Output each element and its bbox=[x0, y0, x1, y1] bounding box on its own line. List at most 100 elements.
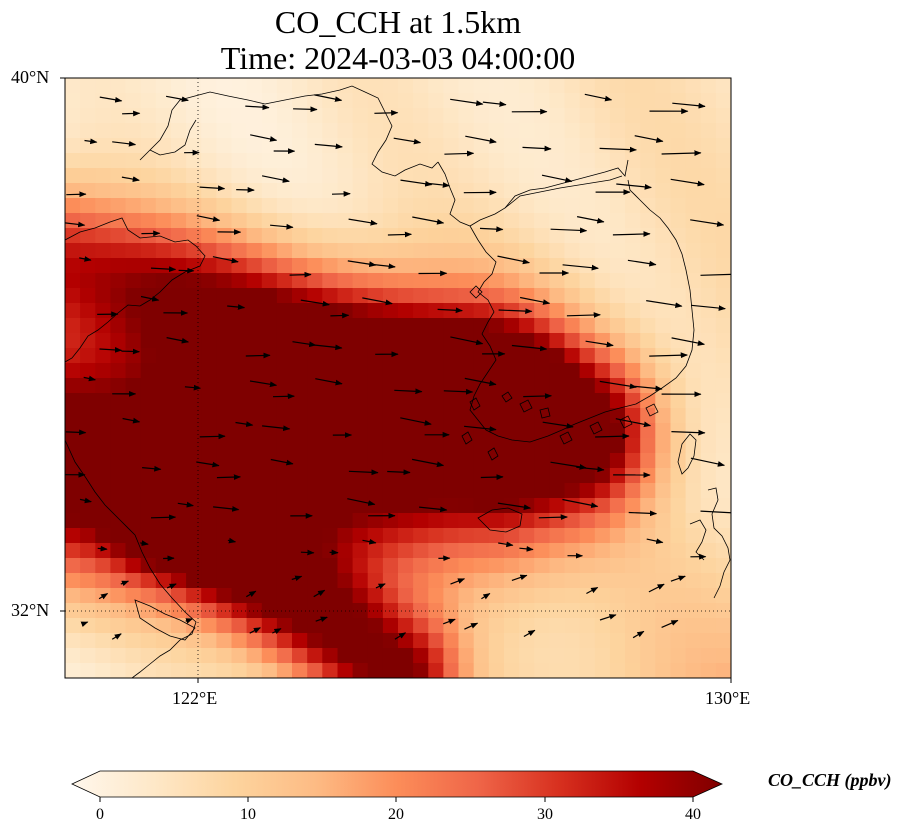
field-cell bbox=[579, 93, 596, 109]
field-cell bbox=[322, 318, 338, 334]
field-cell bbox=[186, 363, 202, 379]
field-cell bbox=[246, 138, 263, 154]
field-cell bbox=[231, 438, 248, 454]
field-cell bbox=[473, 183, 490, 199]
field-cell bbox=[171, 168, 187, 184]
field-cell bbox=[413, 588, 429, 604]
field-cell bbox=[640, 183, 656, 199]
field-cell bbox=[670, 648, 687, 664]
field-cell bbox=[352, 543, 369, 559]
field-cell bbox=[458, 258, 475, 274]
field-cell bbox=[670, 108, 687, 124]
field-cell bbox=[534, 243, 550, 259]
field-cell bbox=[382, 618, 399, 634]
field-cell bbox=[216, 243, 233, 259]
wind-arrow bbox=[362, 538, 377, 545]
field-cell bbox=[549, 468, 566, 484]
field-cell bbox=[549, 123, 566, 139]
field-cell bbox=[700, 108, 717, 124]
field-cell bbox=[715, 438, 731, 454]
field-cell bbox=[307, 183, 323, 199]
field-cell bbox=[594, 93, 611, 109]
field-cell bbox=[594, 453, 611, 469]
field-cell bbox=[504, 438, 520, 454]
field-cell bbox=[640, 393, 656, 409]
field-cell bbox=[473, 258, 490, 274]
field-cell bbox=[261, 468, 278, 484]
field-cell bbox=[125, 483, 142, 499]
field-cell bbox=[171, 228, 187, 244]
field-cell bbox=[473, 168, 490, 184]
wind-arrow bbox=[245, 590, 257, 598]
field-cell bbox=[201, 303, 217, 319]
field-cell bbox=[322, 183, 338, 199]
field-cell bbox=[171, 558, 187, 574]
field-cell bbox=[413, 93, 429, 109]
field-cell bbox=[715, 303, 731, 319]
field-cell bbox=[65, 213, 81, 229]
field-cell bbox=[337, 198, 354, 214]
field-cell bbox=[201, 453, 217, 469]
field-cell bbox=[458, 498, 475, 514]
field-cell bbox=[564, 438, 581, 454]
field-cell bbox=[140, 228, 157, 244]
field-cell bbox=[458, 528, 475, 544]
field-cell bbox=[398, 78, 414, 94]
field-cell bbox=[216, 573, 233, 589]
field-cell bbox=[140, 333, 157, 349]
field-cell bbox=[95, 543, 111, 559]
field-cell bbox=[609, 453, 626, 469]
field-cell bbox=[216, 513, 233, 529]
field-cell bbox=[125, 348, 142, 364]
field-cell bbox=[519, 483, 535, 499]
field-cell bbox=[700, 423, 717, 439]
field-cell bbox=[640, 528, 656, 544]
field-cell bbox=[443, 423, 460, 439]
field-cell bbox=[110, 243, 127, 259]
field-cell bbox=[670, 558, 687, 574]
field-cell bbox=[458, 138, 475, 154]
field-cell bbox=[276, 408, 293, 424]
field-cell bbox=[367, 273, 384, 289]
field-cell bbox=[579, 243, 596, 259]
field-cell bbox=[579, 303, 596, 319]
field-cell bbox=[685, 183, 702, 199]
wind-arrow bbox=[661, 150, 702, 156]
field-cell bbox=[458, 423, 475, 439]
field-cell bbox=[95, 198, 111, 214]
field-cell bbox=[186, 633, 202, 649]
field-cell bbox=[95, 258, 111, 274]
field-cell bbox=[110, 498, 127, 514]
field-cell bbox=[579, 108, 596, 124]
field-cell bbox=[322, 618, 338, 634]
field-cell bbox=[382, 663, 399, 678]
field-cell bbox=[322, 168, 338, 184]
field-cell bbox=[352, 468, 369, 484]
field-cell bbox=[715, 378, 731, 394]
field-cell bbox=[458, 648, 475, 664]
field-cell bbox=[246, 603, 263, 619]
field-cell bbox=[488, 618, 505, 634]
field-cell bbox=[201, 423, 217, 439]
field-cell bbox=[337, 378, 354, 394]
field-cell bbox=[488, 663, 505, 678]
field-cell bbox=[367, 513, 384, 529]
field-cell bbox=[337, 648, 354, 664]
field-cell bbox=[594, 258, 611, 274]
field-cell bbox=[579, 168, 596, 184]
field-cell bbox=[216, 543, 233, 559]
field-cell bbox=[458, 303, 475, 319]
field-cell bbox=[382, 78, 399, 94]
field-cell bbox=[337, 483, 354, 499]
field-cell bbox=[700, 588, 717, 604]
field-cell bbox=[488, 558, 505, 574]
field-cell bbox=[80, 183, 96, 199]
field-cell bbox=[322, 648, 338, 664]
field-cell bbox=[564, 573, 581, 589]
field-cell bbox=[519, 93, 535, 109]
field-cell bbox=[186, 198, 202, 214]
field-cell bbox=[443, 498, 460, 514]
korea-south-coastline bbox=[574, 179, 695, 425]
field-cell bbox=[382, 93, 399, 109]
field-cell bbox=[504, 348, 520, 364]
